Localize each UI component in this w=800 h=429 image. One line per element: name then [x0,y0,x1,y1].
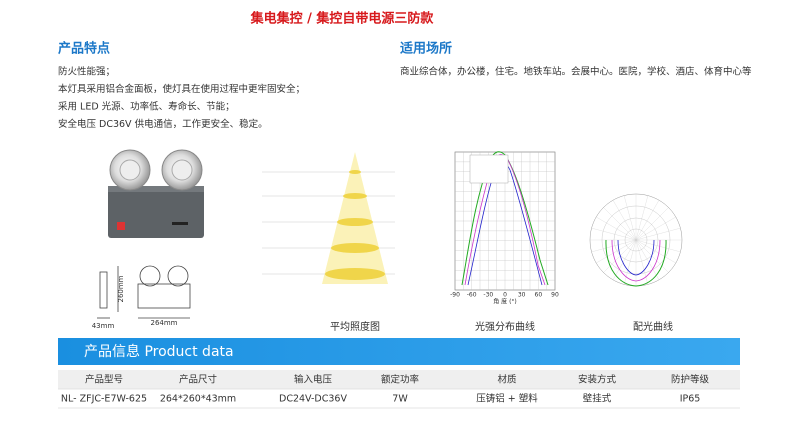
table-header-cell: 产品尺寸 [179,374,218,386]
dimension-drawing [97,265,191,319]
grid-line [603,239,637,273]
grid-line [603,207,637,241]
table-cell: NL- ZFJC-E7W-625 [61,394,147,405]
figure-caption: 平均照度图 [330,320,380,333]
axis-label: 角 度 (°) [493,298,517,306]
grid-line [623,195,637,241]
grid-line [635,239,649,285]
grid-line [635,195,649,241]
grid-line [635,239,676,264]
tick-label: 60 [535,292,543,299]
grid-line [591,227,637,241]
polar-figure [589,193,683,287]
grid-line [612,239,637,280]
grid-line [635,200,660,241]
data-table: 产品型号 产品尺寸 输入电压 额定功率 材质 安装方式 防护等级 NL- ZFJC-E7W-6… [58,370,740,409]
figure-caption: 配光曲线 [633,320,673,333]
figure-caption: 光强分布曲线 [475,320,535,333]
table-cell: DC24V-DC36V [279,394,347,405]
feature-item: 本灯具采用铝合金面板，使灯具在使用过程中更牢固安全； [58,83,305,95]
banner [58,338,740,365]
grid-line [635,239,669,273]
dimension-label: 260mm [117,275,125,302]
table-header-cell: 额定功率 [381,374,420,386]
table-header-cell: 材质 [497,374,517,386]
table-cell: IP65 [680,394,701,405]
tick-label: -90 [450,292,460,299]
grid-line [596,216,637,241]
table-header-row [58,370,740,389]
grid-line [635,207,669,241]
applications-text: 商业综合体，办公楼，住宅。地铁车站。会展中心。医院，学校、酒店、体育中心等 [400,66,752,78]
table-header-cell: 安装方式 [578,374,617,386]
table-header-cell: 防护等级 [671,374,710,386]
tick-label: -60 [467,292,477,299]
feature-item: 采用 LED 光源、功率低、寿命长、节能； [58,101,235,113]
tick-label: 90 [551,292,559,299]
intensity-figure [454,151,556,291]
page-title: 集电集控 / 集控自带电源三防款 [250,11,435,27]
banner-title: 产品信息 Product data [84,343,234,360]
grid-line [635,216,676,241]
table-cell: 7W [392,394,408,405]
feature-item: 防火性能强； [58,66,115,78]
lamp-illustration [108,149,204,238]
grid-line [623,239,637,285]
dimension-label: 43mm [92,322,115,330]
grid-line [635,227,681,241]
tick-label: 30 [518,292,526,299]
grid-line [591,239,637,253]
tick-label: 0 [503,292,507,299]
grid-line [635,239,681,253]
grid-line [635,239,660,280]
section-heading: 产品特点 [58,41,110,57]
table-header-cell: 输入电压 [294,374,333,386]
grid-line [612,200,637,241]
tick-label: -30 [483,292,493,299]
table-cell: 压铸铝 + 塑料 [476,393,538,405]
table-cell: 264*260*43mm [160,394,236,405]
grid-line [596,239,637,264]
feature-item: 安全电压 DC36V 供电通信，工作更安全、稳定。 [58,118,268,130]
feature-list: 防火性能强； 本灯具采用铝合金面板，使灯具在使用过程中更牢固安全； 采用 LED 光… [58,66,305,131]
section-heading: 适用场所 [400,41,452,57]
dimension-label: 264mm [151,319,178,327]
table-header-cell: 产品型号 [85,374,123,386]
table-cell: 壁挂式 [583,393,612,405]
illuminance-figure [262,152,395,284]
